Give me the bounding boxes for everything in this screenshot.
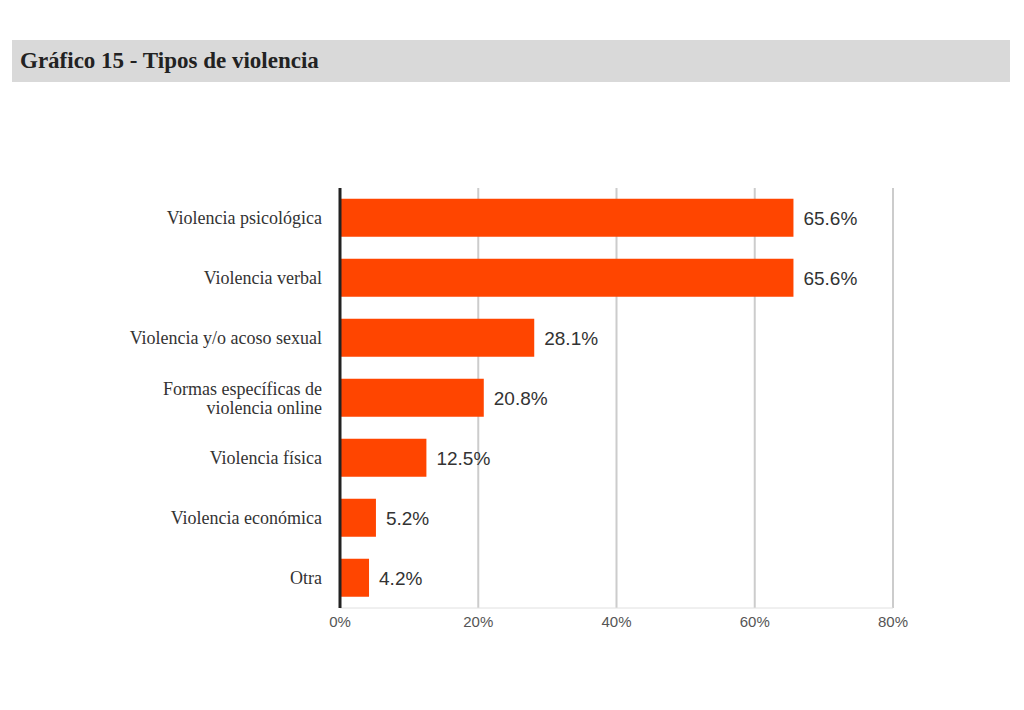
svg-text:60%: 60% <box>740 613 770 630</box>
svg-text:Otra: Otra <box>290 568 322 588</box>
svg-text:Formas específicas deviolencia: Formas específicas deviolencia online <box>163 379 322 418</box>
svg-text:80%: 80% <box>878 613 908 630</box>
svg-text:40%: 40% <box>601 613 631 630</box>
svg-text:5.2%: 5.2% <box>386 508 429 529</box>
svg-text:Violencia física: Violencia física <box>210 448 322 468</box>
svg-text:Violencia psicológica: Violencia psicológica <box>167 208 322 228</box>
svg-text:Violencia verbal: Violencia verbal <box>204 268 322 288</box>
svg-text:4.2%: 4.2% <box>379 568 422 589</box>
svg-text:20.8%: 20.8% <box>494 388 548 409</box>
svg-text:Violencia económica: Violencia económica <box>171 508 322 528</box>
svg-text:28.1%: 28.1% <box>544 328 598 349</box>
svg-text:12.5%: 12.5% <box>436 448 490 469</box>
svg-text:65.6%: 65.6% <box>803 268 857 289</box>
svg-text:Violencia y/o acoso sexual: Violencia y/o acoso sexual <box>130 328 322 348</box>
html-text:Gráfico 15 - Tipos de violenci: Gráfico 15 - Tipos de violencia <box>20 48 319 73</box>
svg-text:65.6%: 65.6% <box>803 208 857 229</box>
svg-text:20%: 20% <box>463 613 493 630</box>
svg-text:0%: 0% <box>329 613 351 630</box>
